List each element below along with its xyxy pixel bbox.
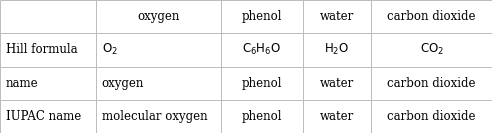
Text: name: name — [6, 77, 38, 90]
Text: Hill formula: Hill formula — [6, 43, 78, 56]
Text: IUPAC name: IUPAC name — [6, 110, 81, 123]
Text: $\mathrm{CO_2}$: $\mathrm{CO_2}$ — [420, 42, 444, 57]
Text: oxygen: oxygen — [102, 77, 144, 90]
Text: carbon dioxide: carbon dioxide — [388, 10, 476, 23]
Text: carbon dioxide: carbon dioxide — [388, 110, 476, 123]
Text: phenol: phenol — [242, 77, 282, 90]
Text: water: water — [320, 110, 354, 123]
Text: $\mathrm{C_6H_6O}$: $\mathrm{C_6H_6O}$ — [243, 42, 281, 57]
Text: $\mathrm{O_2}$: $\mathrm{O_2}$ — [102, 42, 118, 57]
Text: water: water — [320, 77, 354, 90]
Text: $\mathrm{H_2O}$: $\mathrm{H_2O}$ — [324, 42, 350, 57]
Text: carbon dioxide: carbon dioxide — [388, 77, 476, 90]
Text: molecular oxygen: molecular oxygen — [102, 110, 208, 123]
Text: phenol: phenol — [242, 10, 282, 23]
Text: phenol: phenol — [242, 110, 282, 123]
Text: oxygen: oxygen — [137, 10, 180, 23]
Text: water: water — [320, 10, 354, 23]
